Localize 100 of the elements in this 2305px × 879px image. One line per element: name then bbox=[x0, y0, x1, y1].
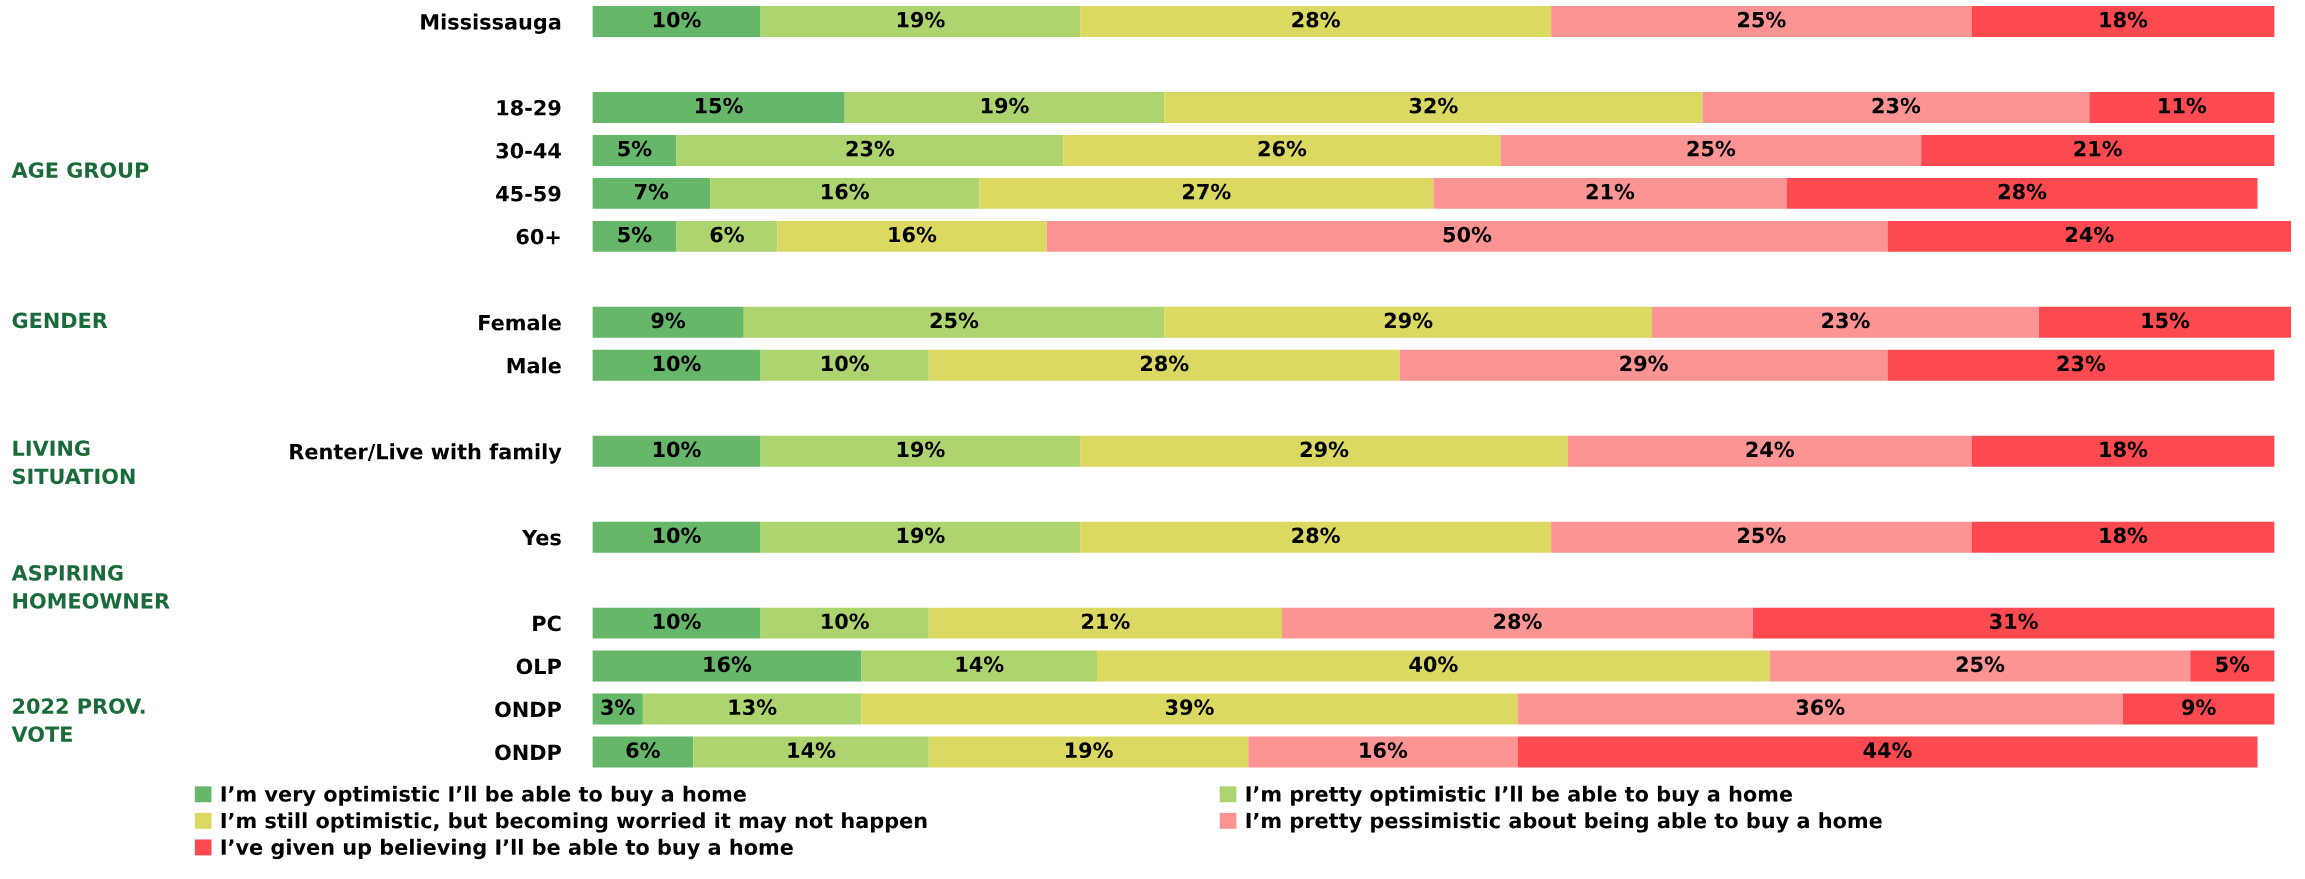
data-label: 16% bbox=[822, 183, 869, 200]
y-tick-label: PC bbox=[533, 615, 561, 632]
y-tick-label: Renter/Live with family bbox=[290, 443, 562, 464]
bar bbox=[1500, 134, 1922, 166]
data-label: 27% bbox=[1183, 183, 1231, 200]
bar bbox=[1046, 220, 1888, 252]
bar bbox=[928, 736, 1249, 768]
bar bbox=[1971, 521, 2275, 553]
data-label: 24% bbox=[1746, 441, 1795, 458]
bar bbox=[1921, 134, 2275, 166]
bar bbox=[592, 349, 761, 381]
data-label: 14% bbox=[956, 656, 1004, 673]
data-label: 21% bbox=[1082, 613, 1130, 630]
bar bbox=[760, 349, 929, 381]
data-label: 19% bbox=[897, 527, 945, 544]
data-label: 19% bbox=[1065, 742, 1113, 759]
data-label: 18% bbox=[2100, 527, 2148, 544]
bar bbox=[1080, 521, 1552, 553]
bar bbox=[928, 349, 1400, 381]
bar bbox=[1063, 134, 1501, 166]
data-label: 6% bbox=[710, 226, 744, 243]
data-label: 16% bbox=[704, 656, 752, 673]
bar bbox=[592, 435, 761, 467]
bar bbox=[760, 435, 1081, 467]
bar bbox=[1164, 91, 1703, 123]
bar bbox=[1517, 693, 2123, 725]
data-label: 23% bbox=[1872, 97, 1921, 114]
bar bbox=[1887, 220, 2292, 252]
data-label: 19% bbox=[897, 441, 945, 458]
bar bbox=[777, 220, 1047, 252]
y-tick-label: OLP bbox=[516, 658, 561, 675]
data-label: 16% bbox=[889, 226, 937, 243]
bar bbox=[928, 607, 1282, 639]
data-label: 18% bbox=[2100, 441, 2148, 458]
bar bbox=[1752, 607, 2275, 639]
data-label: 15% bbox=[695, 97, 743, 114]
data-label: 14% bbox=[788, 742, 836, 759]
bar bbox=[1551, 521, 1972, 553]
bar bbox=[760, 607, 929, 639]
bar bbox=[592, 91, 845, 123]
bar bbox=[1551, 6, 1972, 37]
text: 2022 PROV. VOTE bbox=[11, 698, 145, 743]
bar bbox=[861, 650, 1097, 682]
data-label: 10% bbox=[653, 441, 701, 458]
data-label: 28% bbox=[1292, 11, 1340, 28]
bar bbox=[676, 220, 778, 252]
data-label: 7% bbox=[634, 183, 669, 200]
data-label: 21% bbox=[1586, 183, 1635, 200]
bar bbox=[592, 220, 677, 252]
text: ASPIRING HOMEOWNER bbox=[11, 564, 170, 609]
data-label: 28% bbox=[1494, 613, 1542, 630]
bar bbox=[861, 693, 1518, 725]
data-label: 25% bbox=[1738, 11, 1786, 28]
bar bbox=[592, 650, 862, 682]
data-label: 50% bbox=[1443, 226, 1492, 243]
y-tick-label: ONDP bbox=[495, 744, 561, 761]
text: LIVING SITUATION bbox=[13, 440, 135, 485]
y-tick-label: 45-59 bbox=[496, 185, 561, 202]
bar bbox=[1769, 650, 2191, 682]
bar bbox=[592, 134, 677, 166]
data-label: 23% bbox=[1822, 312, 1870, 329]
data-label: 10% bbox=[653, 527, 701, 544]
data-label: 13% bbox=[729, 699, 777, 716]
data-label: 10% bbox=[653, 355, 701, 372]
data-label: 28% bbox=[1998, 183, 2047, 200]
bar bbox=[2089, 91, 2275, 123]
bar bbox=[1281, 607, 1753, 639]
data-label: 10% bbox=[822, 355, 869, 372]
bar bbox=[2190, 650, 2275, 682]
bar bbox=[844, 91, 1165, 123]
data-label: 25% bbox=[930, 312, 979, 329]
data-label: 10% bbox=[822, 613, 869, 630]
legend-label: I’m pretty optimistic I’ll be able to buy a home bbox=[1246, 785, 1793, 807]
bar bbox=[592, 6, 761, 37]
bar bbox=[979, 177, 1434, 209]
y-tick-label: Mississauga bbox=[421, 13, 561, 34]
data-label: 36% bbox=[1796, 699, 1845, 716]
bar bbox=[676, 134, 1064, 166]
bar bbox=[1248, 736, 1518, 768]
y-tick-label: Yes bbox=[521, 529, 561, 546]
data-label: 16% bbox=[1360, 742, 1408, 759]
bar bbox=[642, 693, 862, 725]
bar bbox=[1096, 650, 1770, 682]
bar bbox=[1567, 435, 1972, 467]
data-label: 11% bbox=[2159, 97, 2207, 114]
bar bbox=[1080, 6, 1552, 37]
data-label: 29% bbox=[1300, 441, 1349, 458]
bar bbox=[592, 177, 711, 209]
legend-label: I’ve given up believing I’ll be able to buy a home bbox=[221, 838, 793, 860]
data-label: 44% bbox=[1863, 742, 1912, 759]
y-tick-label: 60+ bbox=[516, 228, 560, 245]
y-tick-label: 30-44 bbox=[496, 142, 561, 159]
data-label: 23% bbox=[846, 140, 895, 157]
data-label: 28% bbox=[1292, 527, 1340, 544]
data-label: 6% bbox=[626, 742, 660, 759]
y-tick-label: 18-29 bbox=[497, 99, 561, 116]
bar bbox=[592, 736, 694, 768]
data-label: 29% bbox=[1620, 355, 1668, 372]
data-label: 23% bbox=[2057, 355, 2106, 372]
bar bbox=[592, 607, 761, 639]
